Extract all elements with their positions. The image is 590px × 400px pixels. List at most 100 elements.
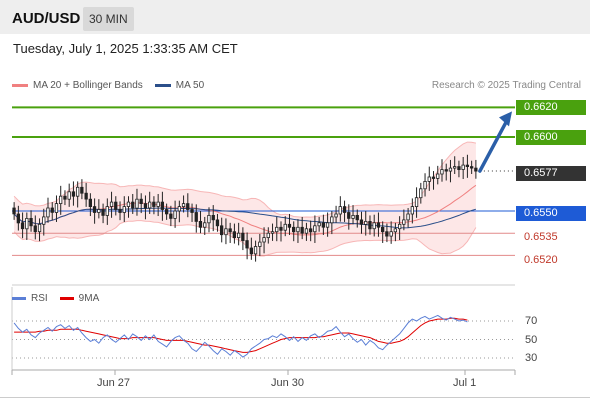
candle-body xyxy=(147,201,152,209)
candle-body xyxy=(389,231,393,237)
candle-body xyxy=(283,223,287,231)
candle-body xyxy=(300,226,304,234)
x-label-jun27: Jun 27 xyxy=(97,377,131,389)
bollinger-upper xyxy=(13,141,477,218)
candle-body xyxy=(249,247,254,255)
rsi-label: RSI xyxy=(31,293,48,304)
level-tag-r2: 0.6620 xyxy=(516,100,586,115)
candle-body xyxy=(351,214,355,219)
candle-body xyxy=(431,176,436,179)
ma20-swatch xyxy=(12,84,28,87)
candle-body xyxy=(304,228,309,234)
candle-body xyxy=(317,222,321,227)
level-tag-r1: 0.6600 xyxy=(516,130,586,145)
candle-body xyxy=(143,203,148,209)
candle-body xyxy=(131,201,135,209)
candle-body xyxy=(461,164,465,170)
candle-body xyxy=(262,237,266,243)
candle-body xyxy=(164,209,169,215)
legend-item-9ma: 9MA xyxy=(59,293,100,304)
candle-body xyxy=(385,231,389,237)
candle-body xyxy=(16,213,21,224)
candle-body xyxy=(228,228,232,233)
candle-body xyxy=(92,206,97,213)
candle-body xyxy=(59,195,63,204)
credit-text: Research © 2025 Trading Central xyxy=(431,80,581,91)
arrow-shaft xyxy=(478,118,509,173)
bollinger-lower xyxy=(13,220,477,257)
candle-body xyxy=(402,219,406,225)
timeframe-button[interactable]: 30 MIN xyxy=(83,7,134,31)
candle-body xyxy=(270,231,275,234)
chart-legend: MA 20 + Bollinger Bands MA 50 xyxy=(12,80,216,91)
candle-body xyxy=(76,186,80,197)
candle-body xyxy=(54,203,59,213)
timestamp: Tuesday, July 1, 2025 1:33:35 AM CET xyxy=(13,41,238,56)
level-tag-s1: 0.6535 xyxy=(524,231,558,243)
candle-body xyxy=(397,223,402,230)
bollinger-bands xyxy=(13,141,477,257)
candle-body xyxy=(84,192,88,200)
rsi-ma9-line xyxy=(14,317,468,353)
candle-body xyxy=(393,228,398,233)
candle-body xyxy=(215,219,220,227)
candle-body xyxy=(160,201,165,210)
candle-body xyxy=(372,222,376,230)
candle-body xyxy=(109,201,114,207)
candle-body xyxy=(236,232,241,238)
candle-body xyxy=(67,191,71,200)
candle-body xyxy=(198,220,203,228)
price-level-lines xyxy=(12,106,515,256)
legend-ma50-label: MA 50 xyxy=(175,80,205,91)
candlesticks xyxy=(12,154,478,262)
candle-body xyxy=(169,213,173,219)
bollinger-band-fill xyxy=(14,142,476,256)
candle-body xyxy=(342,206,347,213)
candle-body xyxy=(414,197,419,207)
x-label-jul1: Jul 1 xyxy=(453,377,477,389)
candle-body xyxy=(211,214,215,221)
candle-body xyxy=(203,222,207,228)
candle-body xyxy=(436,173,440,179)
x-label-jun30: Jun 30 xyxy=(271,377,305,389)
candle-body xyxy=(308,228,313,233)
candle-body xyxy=(321,222,326,228)
candle-body xyxy=(359,219,364,225)
candle-body xyxy=(88,198,92,207)
candle-body xyxy=(330,216,334,224)
candle-body xyxy=(33,225,37,233)
candle-body xyxy=(152,201,156,207)
candle-body xyxy=(105,206,109,216)
candle-body xyxy=(452,166,457,169)
rsi-line xyxy=(13,314,468,358)
candle-body xyxy=(291,226,296,233)
rsi-level-70: 70 xyxy=(525,315,538,327)
candle-body xyxy=(177,206,182,212)
candle-body xyxy=(139,198,143,204)
ma9-label: 9MA xyxy=(78,293,100,304)
candle-body xyxy=(423,180,427,190)
candle-body xyxy=(25,217,29,230)
candle-body xyxy=(224,228,228,236)
target-arrow xyxy=(478,111,512,173)
last-price-tag: 0.6577 xyxy=(516,166,586,181)
candle-body xyxy=(97,209,101,213)
candle-body xyxy=(253,246,258,255)
candle-body xyxy=(20,222,25,230)
candle-body xyxy=(101,209,105,216)
candle-body xyxy=(410,206,415,215)
ma9-swatch xyxy=(59,297,74,300)
candle-body xyxy=(37,223,42,233)
candle-body xyxy=(207,214,211,224)
legend-item-ma50: MA 50 xyxy=(154,80,205,91)
candle-body xyxy=(114,201,118,210)
ma50-swatch xyxy=(154,84,171,87)
candle-body xyxy=(440,169,444,175)
rsi-panel xyxy=(12,314,515,359)
candle-body xyxy=(63,195,67,200)
time-axis xyxy=(11,284,516,375)
candle-body xyxy=(469,166,474,169)
candle-body xyxy=(376,222,381,228)
candle-body xyxy=(186,203,190,210)
